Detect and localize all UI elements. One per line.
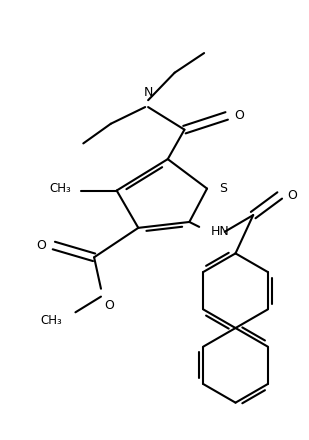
Text: O: O	[235, 110, 244, 122]
Text: HN: HN	[211, 225, 230, 238]
Text: O: O	[104, 299, 114, 312]
Text: O: O	[36, 239, 46, 252]
Text: N: N	[143, 86, 153, 99]
Text: S: S	[219, 182, 227, 195]
Text: O: O	[288, 189, 298, 202]
Text: CH₃: CH₃	[50, 182, 71, 195]
Text: CH₃: CH₃	[40, 314, 62, 326]
